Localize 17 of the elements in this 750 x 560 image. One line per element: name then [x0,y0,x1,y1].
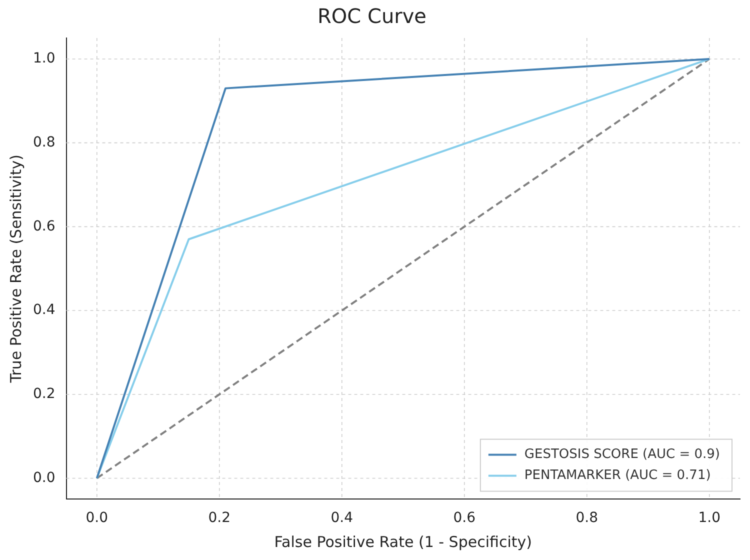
x-tick-label: 0.2 [208,510,231,526]
x-tick-label: 1.0 [698,510,721,526]
legend-label: GESTOSIS SCORE (AUC = 0.9) [524,447,720,462]
y-tick-label: 1.0 [33,50,56,67]
x-tick-label: 0.4 [330,510,354,526]
x-tick-label: 0.6 [453,510,476,526]
legend-label: PENTAMARKER (AUC = 0.71) [524,468,711,484]
y-tick-label: 0.6 [33,218,56,234]
y-tick-label: 0.8 [33,134,56,150]
y-axis-title: True Positive Rate (Sensitivity) [6,154,25,384]
y-tick-label: 0.4 [33,302,56,318]
chart-title: ROC Curve [318,4,426,28]
x-tick-label: 0.8 [576,510,598,526]
y-tick-label: 0.0 [33,470,56,486]
x-axis-title: False Positive Rate (1 - Specificity) [274,532,532,551]
y-tick-label: 0.2 [33,386,56,402]
x-tick-label: 0.0 [86,510,108,526]
